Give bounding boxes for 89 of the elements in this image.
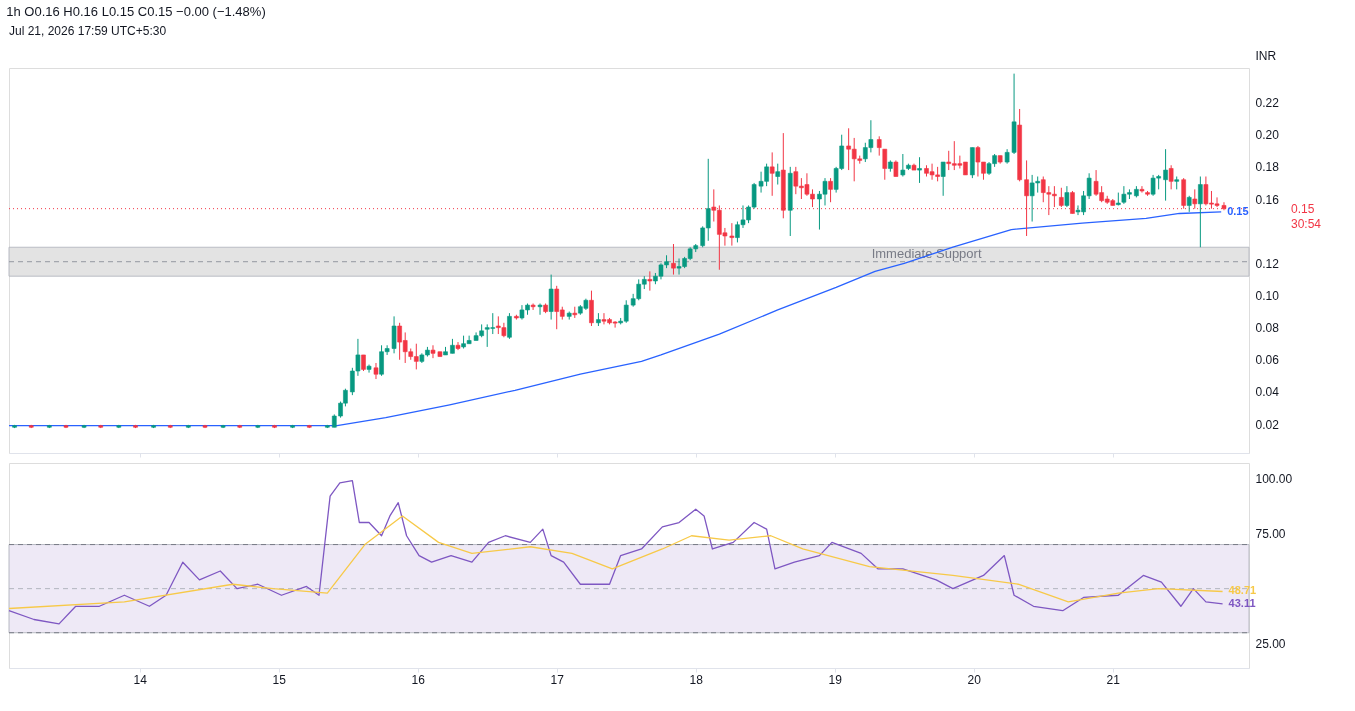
candlestick	[917, 156, 922, 184]
candlestick	[997, 155, 1003, 165]
candlestick	[876, 135, 882, 157]
candlestick	[671, 243, 676, 276]
text: Jul 21, 2026 17:59 UTC+5:30	[9, 24, 167, 38]
candlestick	[272, 424, 277, 429]
candlestick	[455, 341, 461, 351]
x-tick-label: 16	[411, 672, 426, 687]
candlestick	[781, 132, 786, 219]
candlestick	[514, 314, 519, 321]
x-tick-label: 18	[689, 672, 704, 687]
line-series	[8, 515, 1224, 610]
candlestick	[537, 303, 543, 316]
candlestick	[361, 354, 366, 372]
candlestick	[133, 424, 138, 429]
candlestick	[828, 177, 833, 203]
y-tick-label: 0.08	[1255, 321, 1280, 336]
candlestick	[116, 424, 122, 429]
candlestick	[98, 424, 104, 429]
candlestick	[366, 364, 372, 374]
x-tick-label: 14	[133, 672, 148, 687]
candlestick	[443, 346, 448, 356]
candlestick	[12, 424, 17, 429]
candlestick	[940, 161, 946, 197]
candlestick	[63, 424, 69, 429]
data-label: 0.15	[1227, 204, 1249, 217]
candlestick	[1163, 148, 1168, 202]
y-axis-title: INR	[1255, 48, 1277, 63]
candlestick	[28, 424, 34, 429]
candlestick	[325, 424, 330, 429]
candlestick	[1139, 185, 1145, 194]
y-tick-label: 0.20	[1255, 128, 1280, 143]
y-tick-label: 0.06	[1255, 353, 1280, 368]
data-label: 48.71	[1228, 584, 1257, 597]
candlestick	[543, 303, 548, 314]
candlestick	[167, 424, 173, 429]
candlestick	[1064, 185, 1070, 208]
y-tick-label: 100.00	[1255, 471, 1293, 486]
candlestick	[906, 163, 911, 171]
candlestick	[450, 338, 455, 354]
candlestick	[769, 151, 775, 197]
candlestick	[566, 311, 572, 321]
candlestick	[290, 424, 295, 429]
x-tick-label: 21	[1106, 672, 1121, 687]
candlestick	[1145, 190, 1150, 197]
candlestick	[900, 153, 906, 178]
candlestick	[1186, 195, 1192, 213]
line-series	[8, 211, 1222, 427]
candlestick	[596, 312, 601, 327]
y-tick-label: 75.00	[1255, 527, 1286, 542]
y-tick-label: 0.16	[1255, 192, 1280, 207]
candlestick	[888, 159, 893, 173]
x-tick-label: 19	[828, 672, 843, 687]
candlestick	[530, 303, 536, 311]
candlestick	[1168, 164, 1174, 190]
candlestick	[306, 424, 312, 429]
y-tick-label: 25.00	[1255, 637, 1286, 652]
text: 30:54	[1291, 216, 1322, 231]
candlestick	[237, 424, 243, 429]
candlestick	[255, 424, 261, 429]
x-tick-label: 20	[967, 672, 982, 687]
candlestick	[893, 159, 899, 178]
candlestick	[81, 424, 87, 429]
y-tick-label: 0.22	[1255, 96, 1280, 111]
candlestick	[548, 274, 554, 321]
chart-title: 1h O0.16 H0.16 L0.15 C0.15 −0.00 (−1.48%)	[6, 4, 266, 19]
candlestick	[911, 163, 917, 171]
candlestick	[647, 270, 653, 292]
band-label: Immediate Support	[871, 245, 982, 261]
candlestick	[47, 424, 52, 429]
ref-line-label: 0.15	[1291, 201, 1315, 216]
x-tick-label: 17	[550, 672, 565, 687]
y-tick-label: 0.02	[1255, 417, 1280, 432]
y-tick-label: 0.04	[1255, 385, 1280, 400]
candlestick	[151, 424, 156, 429]
y-tick-label: 0.12	[1255, 256, 1280, 271]
x-tick-label: 15	[272, 672, 287, 687]
data-label: 43.11	[1228, 596, 1256, 609]
y-tick-label: 0.10	[1255, 288, 1280, 303]
candlestick	[220, 424, 226, 429]
candlestick	[970, 147, 975, 179]
candlestick	[202, 424, 208, 429]
candlestick	[572, 306, 578, 319]
candlestick	[775, 163, 781, 186]
y-tick-label: 0.18	[1255, 160, 1280, 175]
candlestick	[1174, 176, 1180, 190]
candlestick	[373, 362, 379, 380]
line-series	[8, 479, 1224, 625]
candlestick	[186, 424, 191, 429]
